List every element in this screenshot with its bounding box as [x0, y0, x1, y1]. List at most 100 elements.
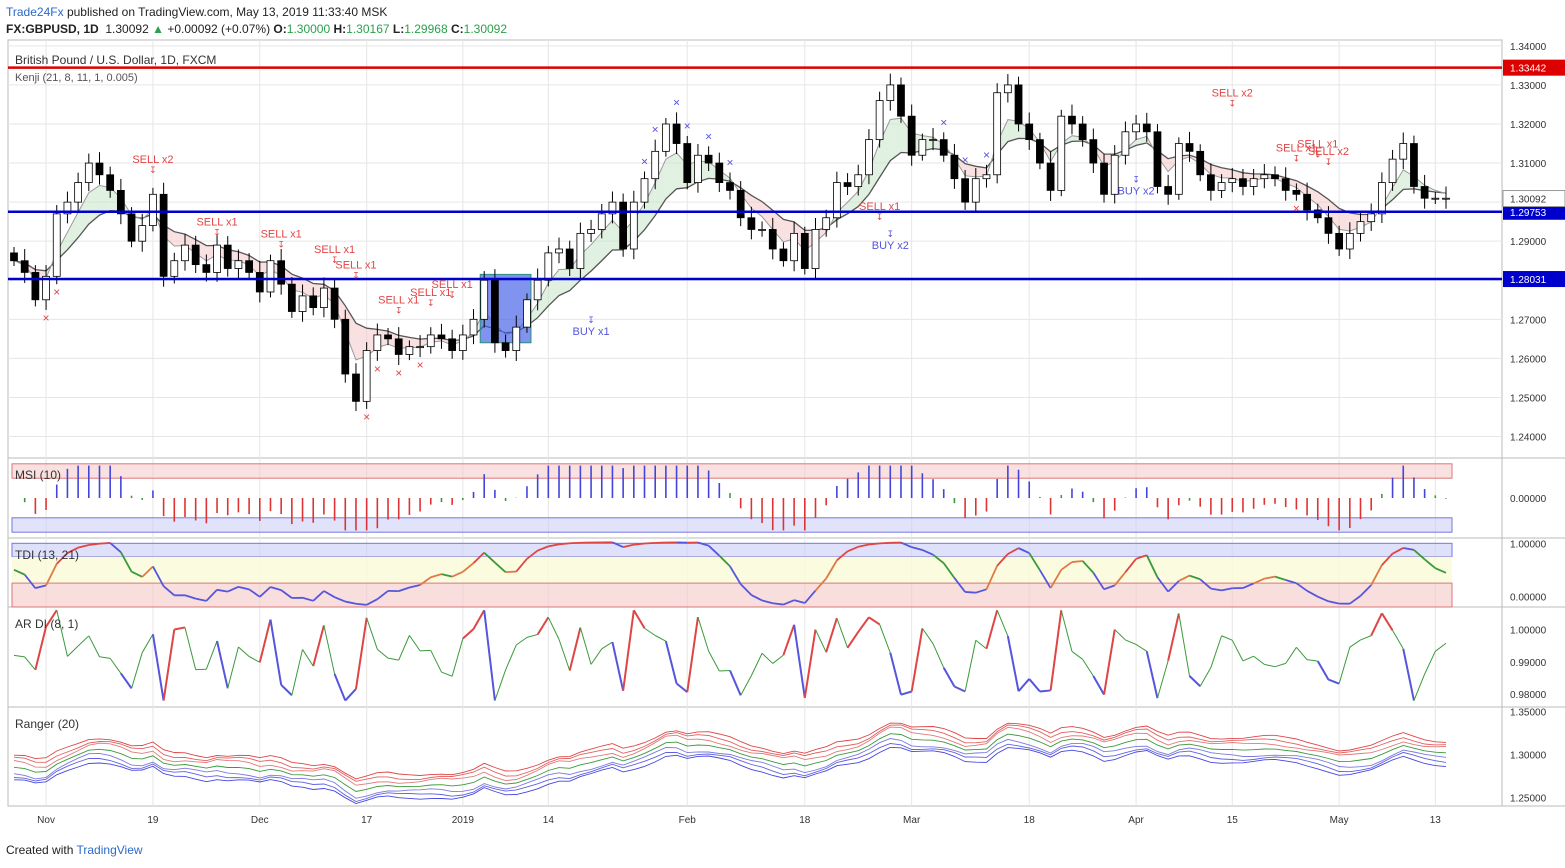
tdi-line	[804, 589, 817, 604]
ardi-line	[398, 635, 410, 661]
ardi-line	[1307, 659, 1318, 662]
ardi-line	[387, 657, 399, 661]
signal-label: SELL x1	[378, 295, 419, 307]
signal-label: SELL x1	[432, 279, 473, 291]
candle-body	[20, 260, 29, 273]
candle-body	[982, 174, 991, 180]
ardi-line	[24, 656, 36, 671]
ardi-line	[825, 617, 838, 653]
candle-body	[651, 150, 660, 180]
candle-body	[84, 162, 93, 183]
x-tick-label: Mar	[903, 815, 921, 826]
kenji-cloud	[559, 269, 570, 296]
candle-body	[1089, 139, 1098, 164]
ranger-band-line	[13, 722, 1447, 780]
candle-body	[800, 232, 809, 269]
candle-body	[352, 373, 360, 402]
tdi-line	[1424, 558, 1436, 569]
ardi-line	[462, 628, 475, 640]
ardi-line	[879, 624, 891, 653]
ardi-line	[1071, 651, 1083, 660]
buy-marker-icon: ×	[962, 153, 969, 167]
ardi-line	[174, 626, 186, 631]
sell-marker-icon: ×	[417, 358, 424, 372]
kenji-cloud	[772, 210, 784, 243]
ardi-line	[644, 627, 656, 636]
ardi-line	[1082, 659, 1094, 677]
tradingview-logo[interactable]: TradingView	[76, 843, 143, 857]
candle-body	[1431, 197, 1440, 200]
candle-body	[1036, 139, 1044, 164]
candle-body	[426, 334, 435, 348]
tdi-line	[270, 586, 282, 591]
msi-y-tick: 0.00000	[1510, 494, 1547, 505]
tdi-line	[569, 541, 581, 545]
kenji-cloud	[78, 192, 89, 238]
candle-body	[245, 260, 253, 273]
sell-marker-icon: ×	[1293, 202, 1300, 216]
ardi-y-tick: 0.99000	[1510, 658, 1547, 669]
kenji-cloud	[1007, 119, 1019, 142]
tdi-line	[1221, 587, 1233, 592]
candle-body	[1110, 154, 1119, 195]
candle-body	[533, 279, 542, 301]
tdi-line	[921, 549, 934, 556]
ardi-line	[131, 652, 143, 689]
tdi-line	[1071, 560, 1083, 563]
tdi-line	[451, 571, 464, 578]
y-tick-label: 1.29000	[1510, 237, 1547, 248]
candle-body	[854, 174, 863, 187]
ardi-line	[1242, 655, 1254, 662]
candle-body	[1399, 143, 1408, 160]
candle-body	[480, 279, 489, 320]
candle-body	[961, 178, 969, 203]
tdi-line	[729, 565, 742, 585]
tdi-line	[77, 544, 90, 549]
tdi-line	[943, 562, 956, 579]
tdi-line	[1349, 595, 1362, 605]
tdi-line	[23, 574, 37, 589]
author-link[interactable]: Trade24Fx	[6, 5, 64, 19]
tdi-line	[67, 546, 79, 554]
ardi-line	[77, 635, 90, 647]
tdi-line	[56, 552, 69, 565]
ardi-line	[942, 667, 956, 688]
kenji-cloud	[858, 170, 869, 207]
tdi-y-tick: 0.00000	[1510, 592, 1547, 603]
ardi-line	[45, 609, 58, 628]
chart-title: British Pound / U.S. Dollar, 1D, FXCM	[15, 53, 216, 67]
candle-body	[309, 295, 318, 308]
ardi-line	[964, 640, 977, 692]
tdi-line	[836, 550, 849, 562]
ardi-line	[1145, 651, 1159, 699]
ardi-line	[857, 616, 870, 633]
high-value: 1.30167	[346, 22, 390, 36]
candle-body	[1003, 84, 1012, 94]
tdi-line	[302, 596, 314, 602]
ardi-line	[1231, 639, 1244, 662]
ardi-line	[408, 635, 421, 652]
y-tick-label: 1.31000	[1510, 159, 1547, 170]
tdi-line	[1306, 590, 1319, 598]
ardi-line	[526, 634, 538, 638]
x-tick-label: 18	[799, 815, 811, 826]
candle-body	[939, 139, 948, 156]
tdi-line	[1007, 547, 1019, 555]
candle-body	[223, 244, 232, 269]
candle-body	[287, 283, 296, 312]
ardi-line	[579, 627, 592, 665]
candle-body	[1356, 221, 1365, 234]
ardi-line	[205, 640, 218, 670]
kenji-cloud	[174, 231, 185, 246]
candle-body	[1057, 115, 1066, 191]
tdi-line	[355, 602, 367, 606]
candle-body	[362, 350, 371, 402]
ardi-line	[1338, 647, 1351, 684]
tdi-line	[109, 542, 122, 553]
tdi-lower-band	[11, 582, 1453, 608]
candle-body	[63, 201, 72, 215]
ardi-line	[568, 627, 582, 671]
tdi-line	[184, 594, 196, 600]
ranger-band-line	[13, 726, 1447, 786]
